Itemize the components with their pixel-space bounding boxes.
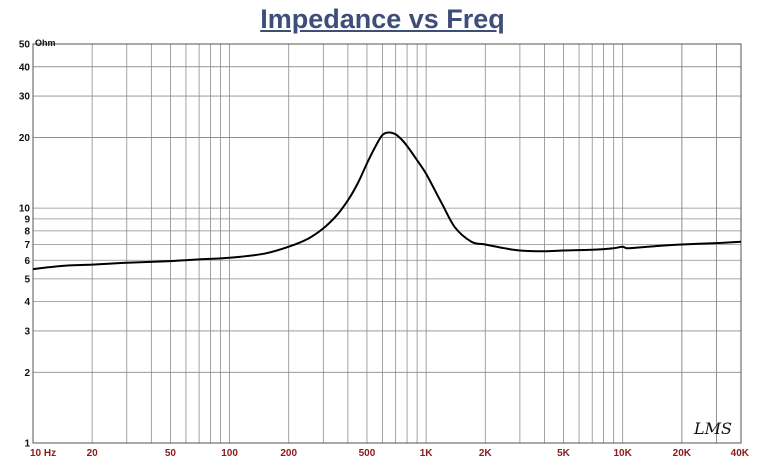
- y-tick-label: 40: [19, 62, 31, 73]
- y-tick-label: 3: [24, 326, 30, 337]
- y-tick-label: 10: [19, 204, 31, 215]
- y-tick-label: 6: [24, 256, 30, 267]
- x-tick-label: 40K: [731, 448, 750, 459]
- grid-lines: [33, 44, 741, 443]
- y-tick-label: 9: [24, 214, 30, 225]
- y-tick-label: 30: [19, 92, 31, 103]
- x-tick-labels: 10 Hz 20 50 100 200 500 1K 2K 5K 10K 20K 40K: [30, 448, 750, 459]
- x-tick-label: 20K: [673, 448, 692, 459]
- x-tick-label: 200: [280, 448, 297, 459]
- plot-frame: [32, 43, 742, 444]
- y-tick-label: 8: [24, 226, 30, 237]
- y-axis-unit: Ohm: [35, 38, 56, 48]
- x-tick-label: 500: [359, 448, 376, 459]
- y-tick-label: 4: [24, 297, 30, 308]
- y-tick-label: 7: [24, 240, 30, 251]
- y-tick-label: 5: [24, 274, 30, 285]
- x-tick-label: 10 Hz: [30, 448, 56, 459]
- y-tick-label: 1: [24, 439, 30, 450]
- x-tick-label: 10K: [613, 448, 632, 459]
- x-tick-label: 1K: [420, 448, 434, 459]
- y-tick-label: 20: [19, 133, 31, 144]
- x-tick-label: 5K: [557, 448, 571, 459]
- lms-watermark: LMS: [693, 419, 732, 438]
- y-tick-label: 50: [19, 40, 31, 51]
- chart-title: Impedance vs Freq: [260, 4, 505, 34]
- x-tick-label: 2K: [479, 448, 493, 459]
- x-tick-label: 20: [87, 448, 99, 459]
- y-tick-label: 2: [24, 368, 30, 379]
- x-tick-label: 100: [221, 448, 238, 459]
- impedance-curve: [32, 131, 742, 271]
- x-tick-label: 50: [165, 448, 177, 459]
